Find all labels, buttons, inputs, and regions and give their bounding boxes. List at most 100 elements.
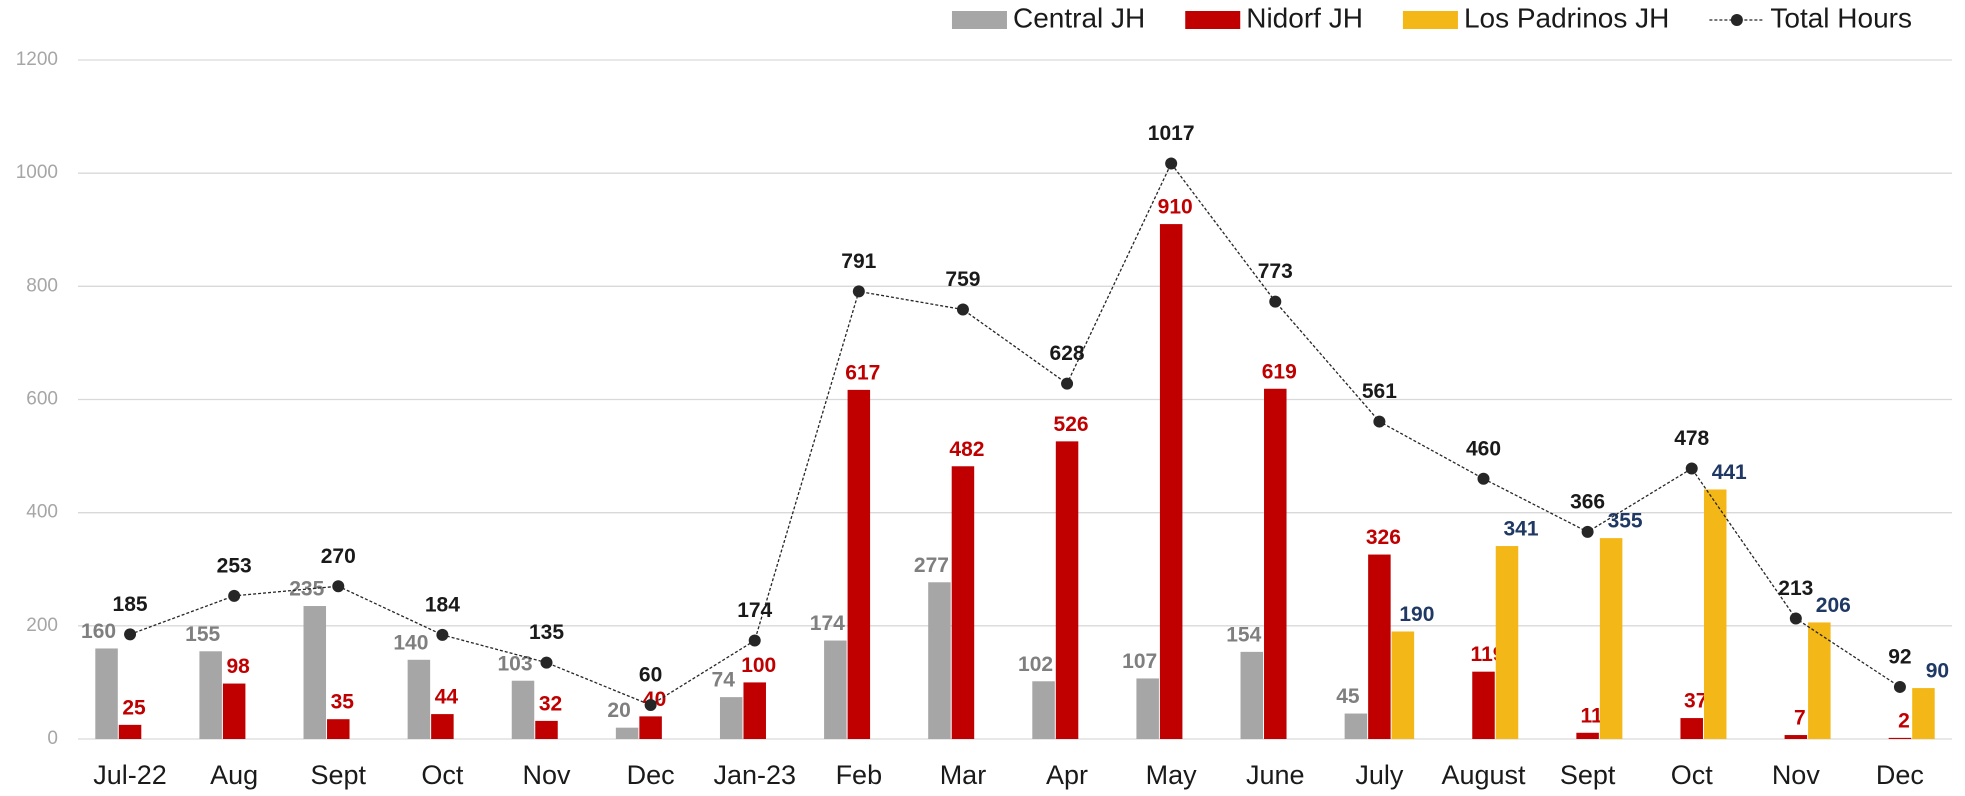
data-label: 100 xyxy=(741,654,776,677)
x-tick-label: Mar xyxy=(940,760,987,790)
x-tick-label: June xyxy=(1246,760,1305,790)
data-label: 60 xyxy=(639,664,662,687)
line-marker xyxy=(332,580,345,593)
data-label: 341 xyxy=(1503,518,1538,541)
data-label: 773 xyxy=(1258,260,1293,283)
data-label: 44 xyxy=(435,686,459,709)
bar xyxy=(928,582,951,739)
bar xyxy=(222,683,246,739)
data-label: 910 xyxy=(1158,196,1193,219)
legend-label: Total Hours xyxy=(1770,2,1912,33)
line-marker xyxy=(644,699,657,712)
data-label: 253 xyxy=(217,554,252,577)
y-tick-label: 1000 xyxy=(16,162,58,183)
bar xyxy=(1391,631,1415,739)
bar xyxy=(951,466,975,739)
line-marker xyxy=(1373,415,1386,428)
data-label: 103 xyxy=(497,652,532,675)
x-tick-label: Nov xyxy=(522,760,571,790)
x-tick-label: Jan-23 xyxy=(713,760,796,790)
x-tick-label: Nov xyxy=(1772,760,1821,790)
bar xyxy=(1136,678,1159,739)
data-label: 2 xyxy=(1898,709,1910,732)
x-tick-label: Sept xyxy=(311,760,367,790)
data-label: 190 xyxy=(1399,603,1434,626)
bar xyxy=(1055,441,1079,739)
x-tick-label: August xyxy=(1441,760,1526,790)
legend-label: Central JH xyxy=(1013,2,1145,33)
bar xyxy=(1495,546,1519,739)
data-label: 135 xyxy=(529,621,564,644)
x-tick-label: Oct xyxy=(1671,760,1714,790)
legend-swatch xyxy=(1730,14,1743,26)
x-tick-label: Feb xyxy=(836,760,883,790)
bar xyxy=(1159,224,1183,739)
data-label: 174 xyxy=(810,612,845,635)
data-label: 90 xyxy=(1926,660,1949,683)
line-marker xyxy=(436,628,449,641)
x-tick-label: Oct xyxy=(421,760,464,790)
bar xyxy=(1240,651,1264,739)
line-marker xyxy=(1685,462,1698,475)
bar xyxy=(1888,737,1912,739)
bar xyxy=(1264,388,1287,739)
bar xyxy=(1576,732,1599,739)
data-label: 526 xyxy=(1054,413,1089,436)
bar xyxy=(1784,735,1808,739)
data-label: 561 xyxy=(1362,380,1397,403)
bar xyxy=(1808,622,1831,739)
line-marker xyxy=(1581,525,1594,538)
x-tick-label: Dec xyxy=(627,760,675,790)
data-label: 140 xyxy=(393,631,428,654)
data-label: 45 xyxy=(1336,685,1360,708)
bar xyxy=(639,716,662,739)
legend-label: Los Padrinos JH xyxy=(1464,2,1669,33)
bar xyxy=(1680,718,1703,739)
line-marker xyxy=(852,285,865,298)
x-tick-label: Sept xyxy=(1560,760,1616,790)
data-label: 98 xyxy=(226,655,250,678)
data-label: 11 xyxy=(1581,704,1604,727)
x-tick-label: Aug xyxy=(210,760,258,790)
bar xyxy=(535,720,558,739)
line-marker xyxy=(748,634,761,647)
bar xyxy=(1912,688,1935,739)
data-label: 20 xyxy=(607,699,630,722)
x-tick-label: Dec xyxy=(1876,760,1924,790)
line-marker xyxy=(1061,377,1074,390)
data-label: 628 xyxy=(1050,342,1085,365)
data-label: 32 xyxy=(539,692,562,715)
data-label: 366 xyxy=(1570,490,1605,513)
data-label: 326 xyxy=(1366,526,1401,549)
bar xyxy=(743,682,766,739)
data-label: 35 xyxy=(331,691,355,714)
bar xyxy=(1344,713,1368,739)
data-label: 154 xyxy=(1226,623,1261,646)
legend-swatch xyxy=(1185,11,1241,29)
data-label: 92 xyxy=(1888,645,1911,668)
y-tick-label: 400 xyxy=(26,502,58,523)
data-label: 441 xyxy=(1712,461,1747,484)
y-tick-label: 1200 xyxy=(16,49,58,70)
legend-swatch xyxy=(1402,11,1458,29)
data-label: 355 xyxy=(1608,510,1643,533)
legend-label: Nidorf JH xyxy=(1246,2,1363,33)
bar xyxy=(615,727,639,739)
data-label: 107 xyxy=(1122,650,1157,673)
x-tick-label: Apr xyxy=(1046,760,1088,790)
line-marker xyxy=(1269,295,1282,308)
line-marker xyxy=(1477,472,1490,485)
bar xyxy=(1703,489,1727,739)
data-label: 1017 xyxy=(1148,122,1195,145)
y-tick-label: 0 xyxy=(47,728,58,749)
data-label: 185 xyxy=(113,593,148,616)
data-label: 213 xyxy=(1778,577,1813,600)
bar xyxy=(199,651,222,739)
line-marker xyxy=(1893,680,1906,693)
bar xyxy=(1599,538,1623,739)
bar xyxy=(431,714,454,739)
data-label: 478 xyxy=(1674,427,1709,450)
data-label: 155 xyxy=(185,623,220,646)
data-label: 160 xyxy=(81,620,116,643)
